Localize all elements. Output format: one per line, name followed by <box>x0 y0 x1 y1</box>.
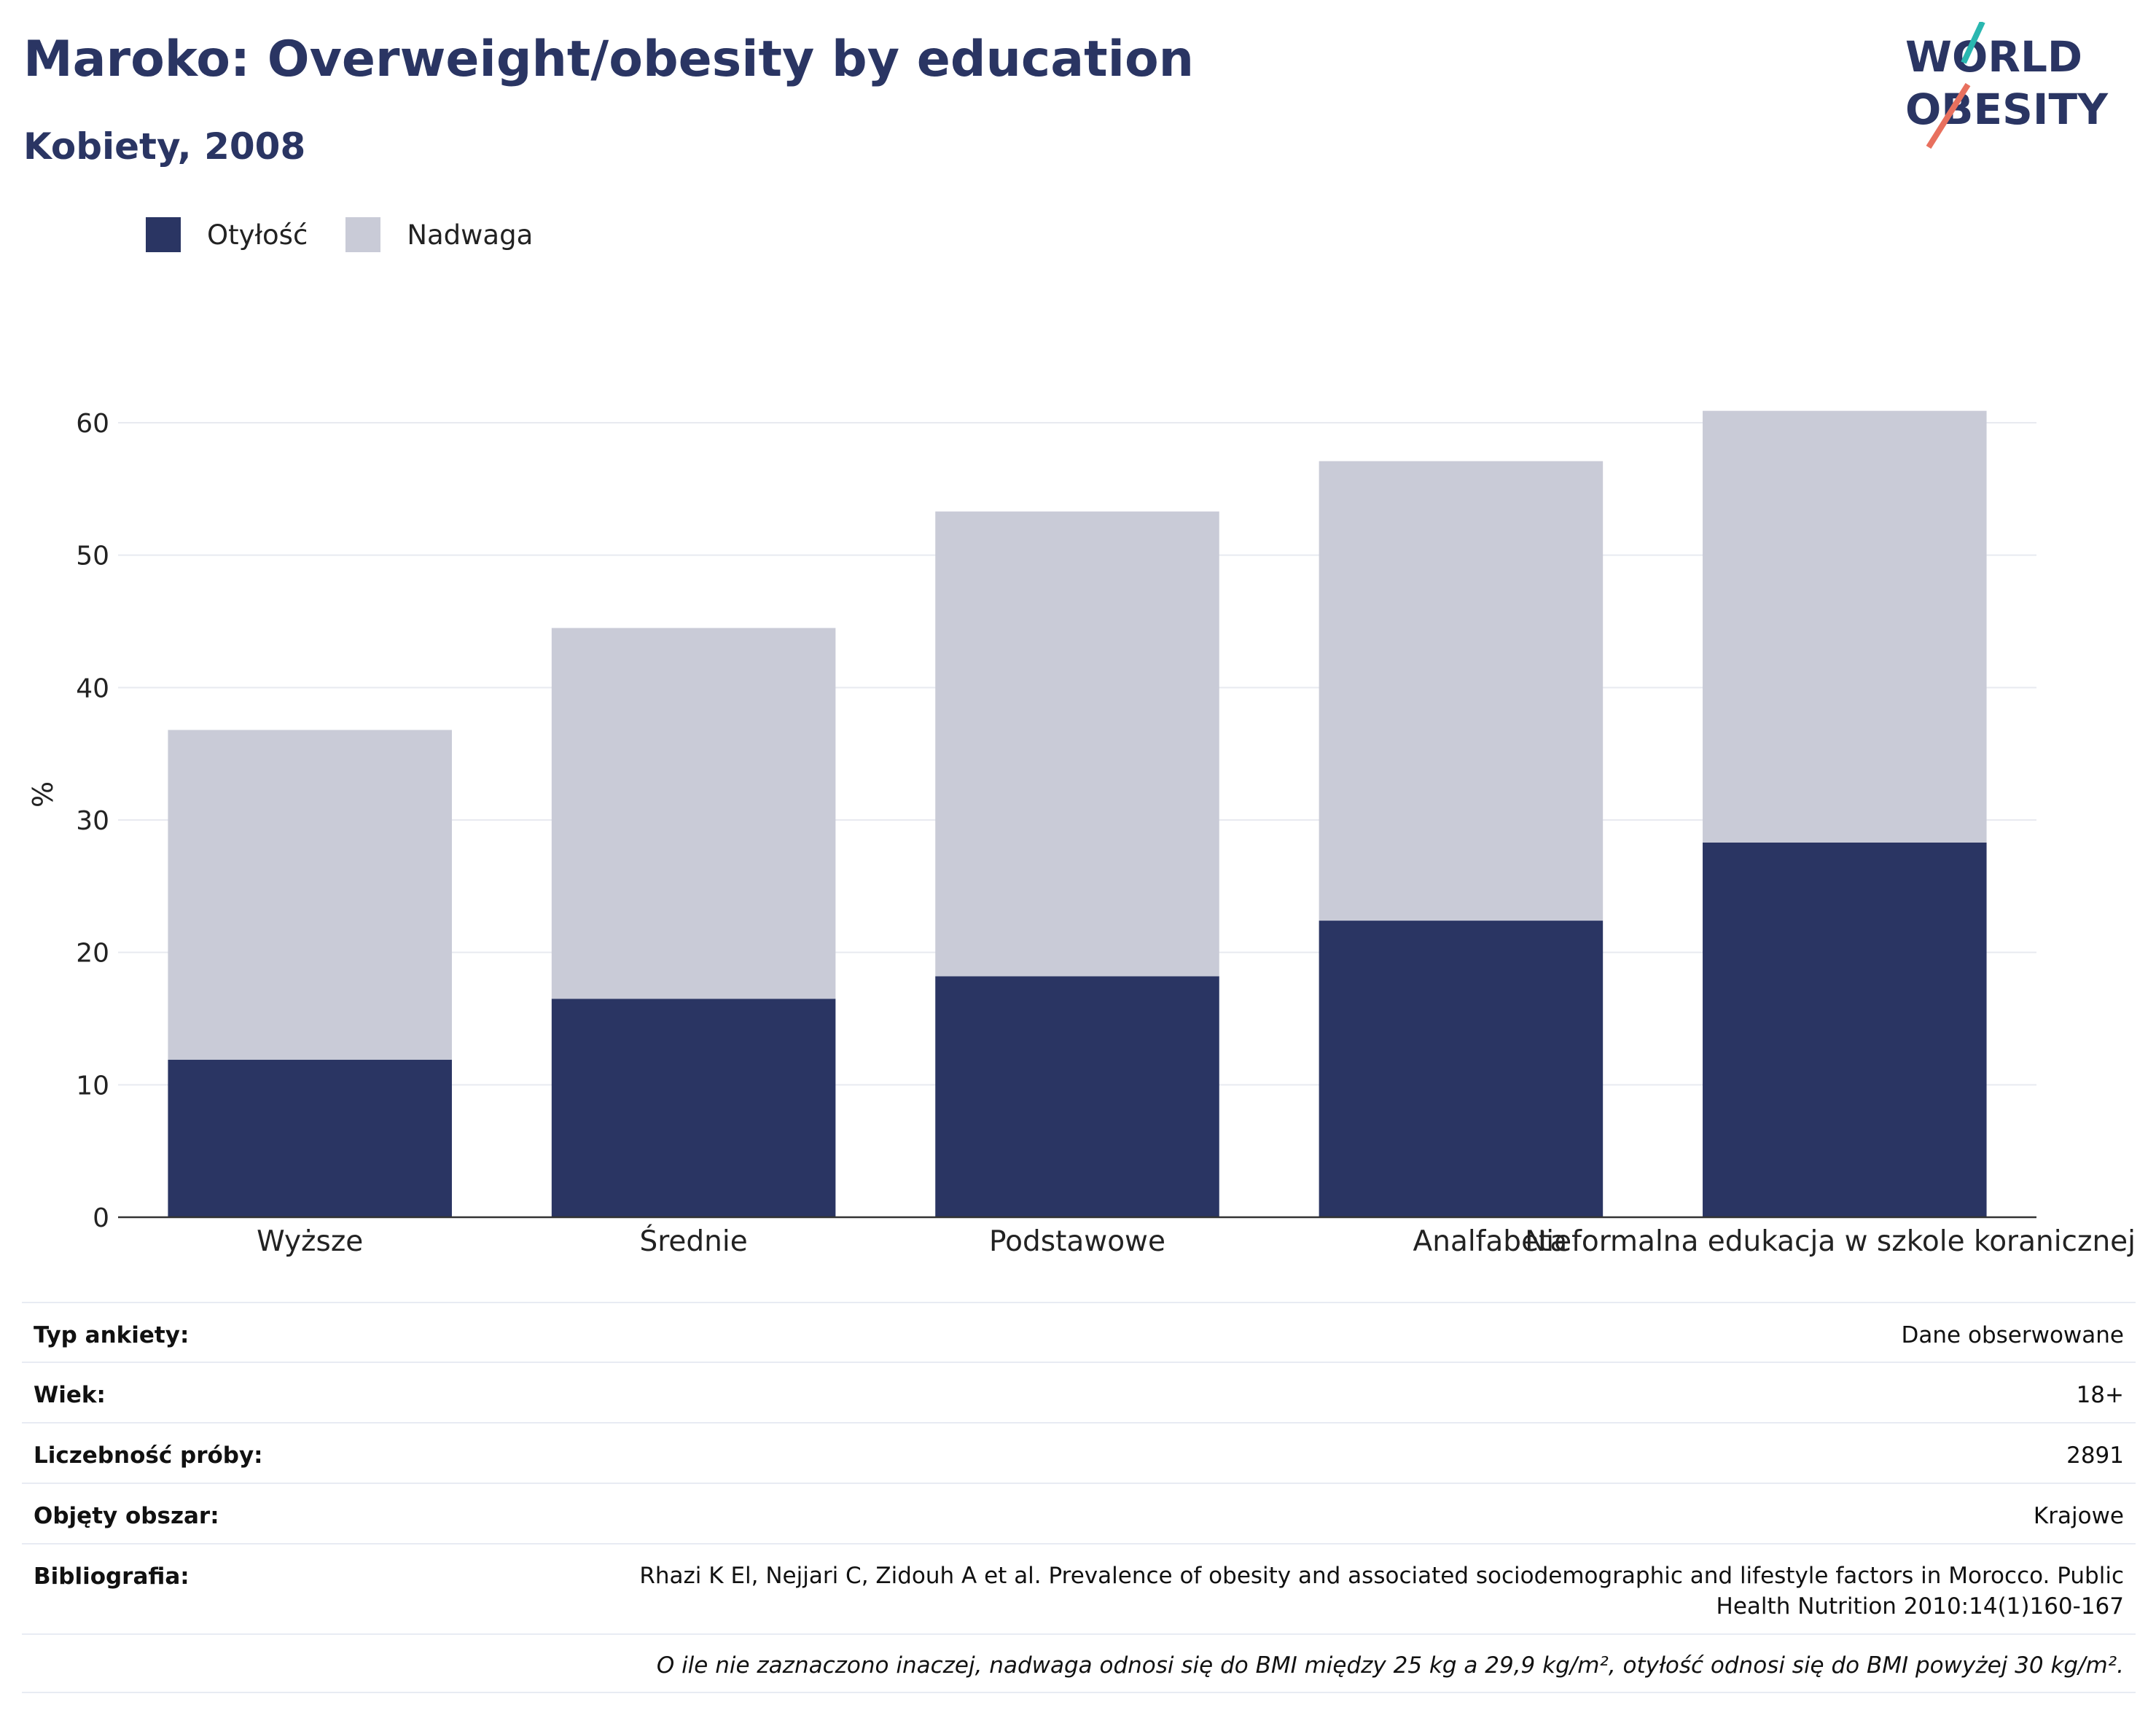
legend-item-overweight[interactable]: Nadwaga <box>345 217 533 252</box>
info-row-survey-type: Typ ankiety: Dane obserwowane <box>22 1302 2136 1362</box>
bar-obesity[interactable] <box>935 976 1219 1217</box>
legend-swatch-overweight <box>345 217 381 252</box>
chart-subtitle: Kobiety, 2008 <box>23 125 306 168</box>
x-category-label: Analfabeta <box>1413 1225 1568 1258</box>
info-value: 2891 <box>2066 1442 2124 1469</box>
info-value: Dane obserwowane <box>1901 1322 2124 1348</box>
bar-overweight[interactable] <box>1319 461 1604 921</box>
info-label: Bibliografia: <box>34 1563 190 1590</box>
info-table: Typ ankiety: Dane obserwowane Wiek: 18+ … <box>22 1302 2136 1693</box>
bar-obesity[interactable] <box>1319 921 1604 1217</box>
x-category-label: Średnie <box>639 1224 747 1258</box>
info-label: Liczebność próby: <box>34 1442 263 1469</box>
bar-overweight[interactable] <box>168 730 452 1060</box>
info-value: 18+ <box>2076 1382 2124 1408</box>
logo-coral-slash <box>1926 82 1971 149</box>
x-category-label: Wyższe <box>257 1225 363 1258</box>
x-category-label: Nieformalna edukacja w szkole koraniczne… <box>1525 1225 2136 1258</box>
info-row-area: Objęty obszar: Krajowe <box>22 1483 2136 1543</box>
legend-item-obesity[interactable]: Otyłość <box>146 217 308 252</box>
y-axis-ticks: 0 10 20 30 40 50 60 <box>76 409 109 1233</box>
info-row-bibliography: Bibliografia: Rhazi K El, Nejjari C, Zid… <box>22 1543 2136 1633</box>
legend-swatch-obesity <box>146 217 181 252</box>
y-tick-label: 50 <box>76 542 109 571</box>
legend-label-overweight: Nadwaga <box>407 219 534 251</box>
info-row-age: Wiek: 18+ <box>22 1362 2136 1422</box>
chart-title: Maroko: Overweight/obesity by education <box>23 31 1195 88</box>
footnote: O ile nie zaznaczono inaczej, nadwaga od… <box>22 1633 2136 1693</box>
bar-obesity[interactable] <box>1703 842 1987 1217</box>
bar-obesity[interactable] <box>168 1059 452 1217</box>
y-tick-label: 40 <box>76 673 109 703</box>
bar-overweight[interactable] <box>1703 410 1987 843</box>
bar-obesity[interactable] <box>551 999 836 1217</box>
y-tick-label: 60 <box>76 409 109 439</box>
info-value: Rhazi K El, Nejjari C, Zidouh A et al. P… <box>639 1563 2124 1620</box>
legend-label-obesity: Otyłość <box>207 219 308 251</box>
info-row-sample-size: Liczebność próby: 2891 <box>22 1422 2136 1483</box>
y-tick-label: 0 <box>93 1203 109 1233</box>
info-label: Objęty obszar: <box>34 1503 219 1529</box>
info-label: Wiek: <box>34 1382 106 1408</box>
bar-overweight[interactable] <box>935 511 1219 977</box>
x-category-label: Podstawowe <box>989 1225 1165 1258</box>
world-obesity-logo: WORLD OBESITY <box>1905 22 2109 149</box>
info-value: Krajowe <box>2033 1503 2124 1529</box>
stacked-bar-chart: 0 10 20 30 40 50 60 Wyższe Średnie Podstawowe Ana… <box>27 409 2136 1258</box>
y-tick-label: 10 <box>76 1071 109 1101</box>
y-tick-label: 20 <box>76 939 109 969</box>
y-tick-label: 30 <box>76 806 109 836</box>
info-label: Typ ankiety: <box>34 1322 190 1348</box>
logo-teal-slash <box>1961 22 1985 64</box>
bar-overweight[interactable] <box>551 628 836 999</box>
x-axis-labels: Wyższe Średnie Podstawowe AnalfabetaNieform… <box>257 1224 2136 1258</box>
y-axis-label: % <box>27 781 59 808</box>
bars <box>168 410 1987 1217</box>
logo-line1: WORLD <box>1905 32 2082 82</box>
legend: Otyłość Nadwaga <box>146 217 571 252</box>
